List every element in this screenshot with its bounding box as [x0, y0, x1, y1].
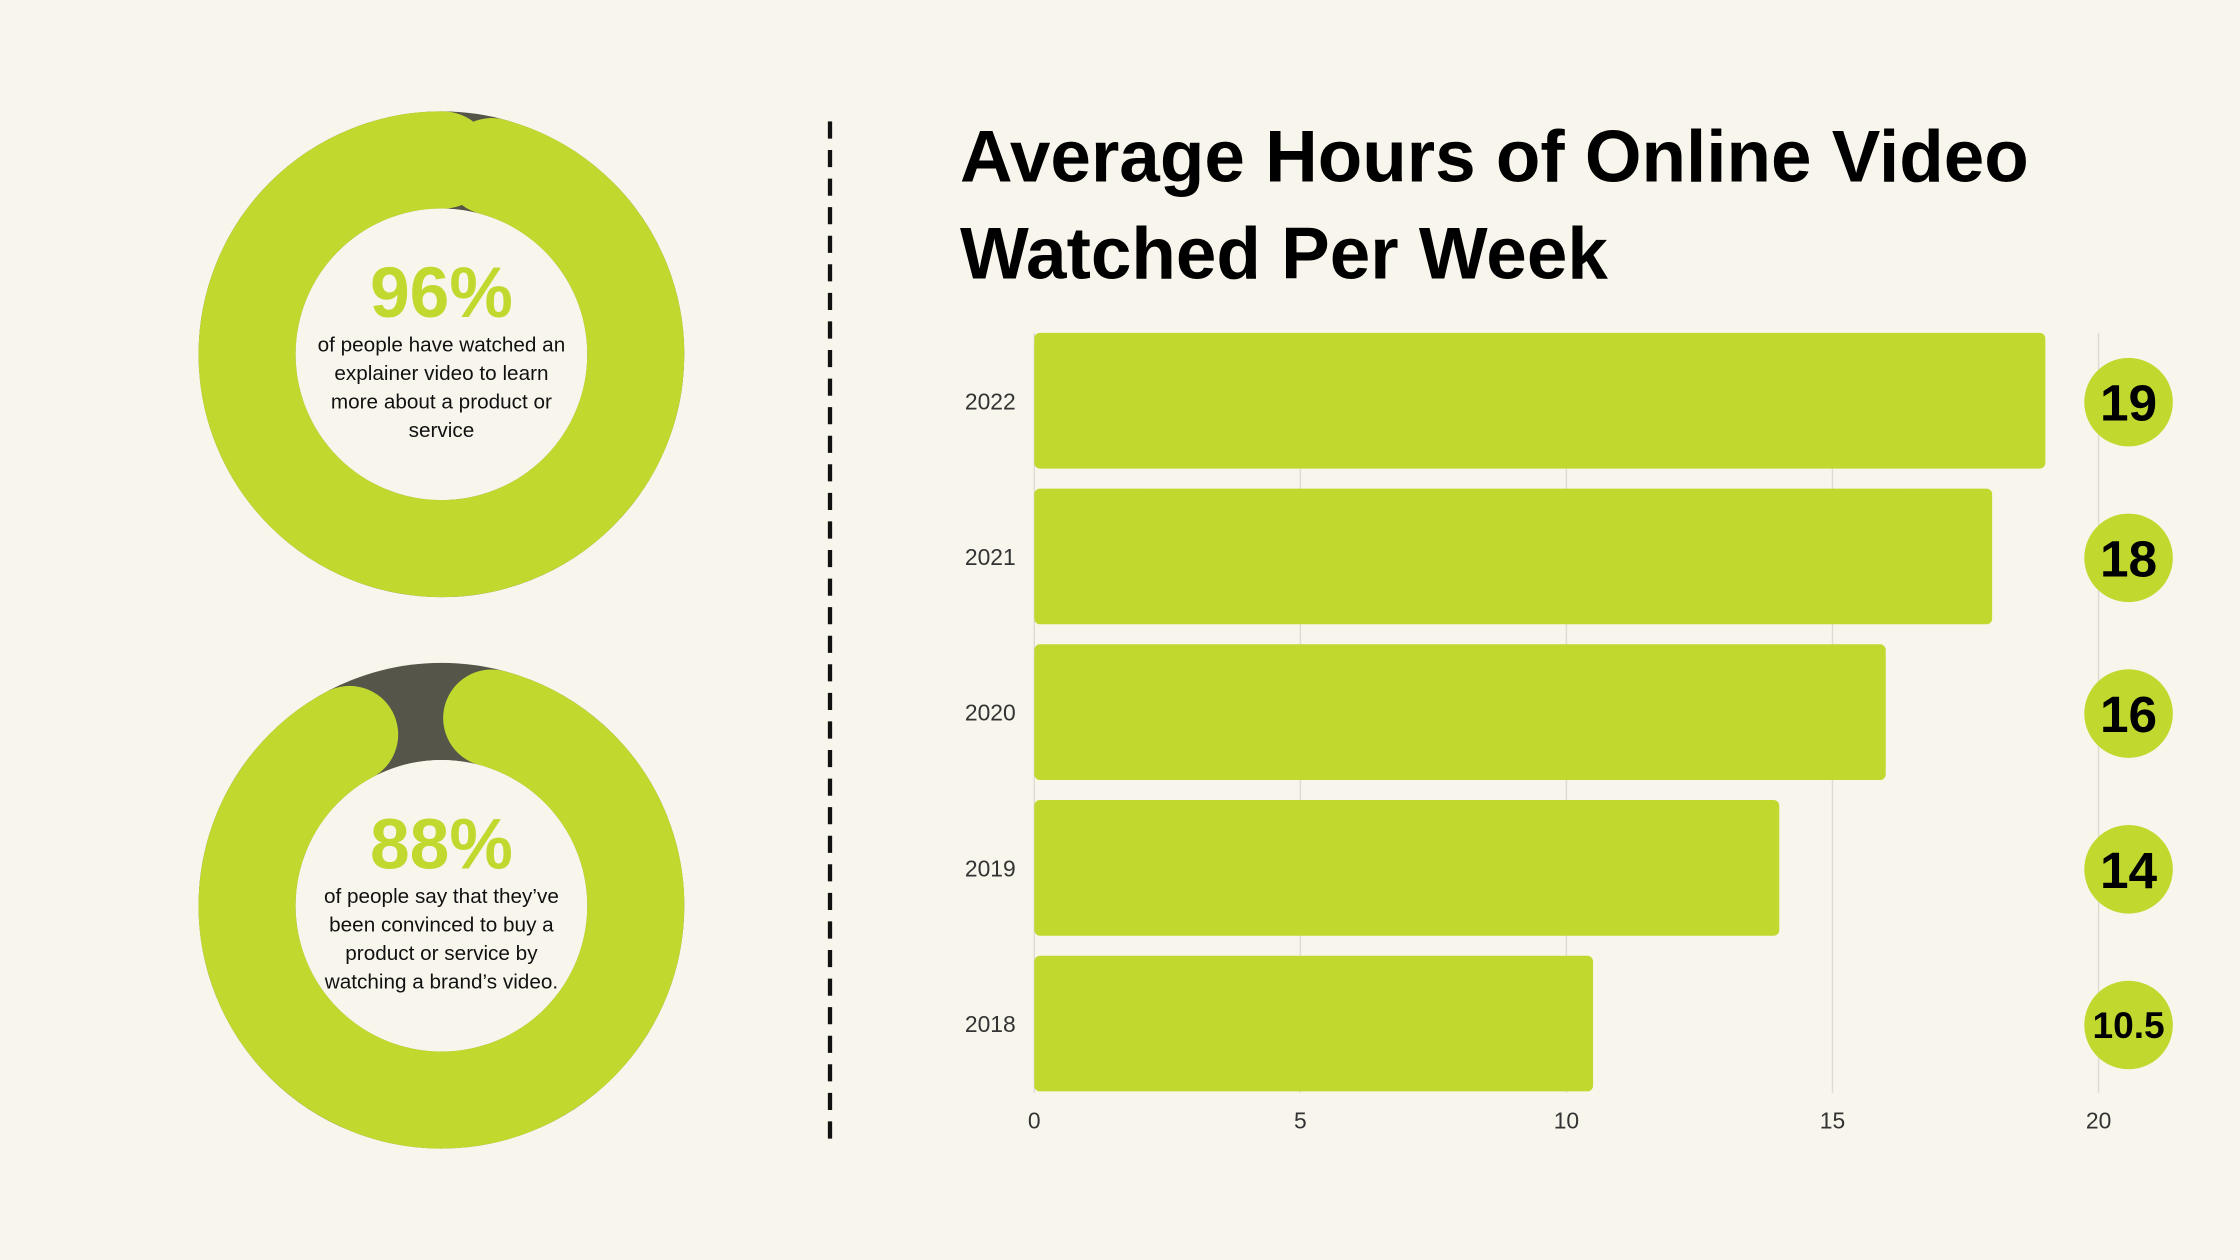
value-badge: [2084, 669, 2173, 758]
donut-hole: [295, 208, 588, 501]
bar-value-label: 16: [2100, 685, 2157, 743]
donut-description: of people have watched an explainer vide…: [317, 334, 566, 443]
chart-title: Average Hours of Online Video Watched Pe…: [960, 115, 2029, 295]
bar: [1034, 644, 1886, 780]
value-badge: [2084, 980, 2173, 1070]
bar: [1034, 800, 1780, 936]
x-tick-label: 5: [1294, 1108, 1307, 1134]
x-tick-label: 10: [1554, 1108, 1579, 1134]
y-tick-label: 2018: [965, 1011, 1016, 1037]
bar-value-label: 18: [2100, 529, 2157, 587]
donut-arc: [198, 669, 685, 1149]
donut-arc: [198, 111, 685, 598]
y-tick-label: 2022: [965, 388, 1016, 414]
y-tick-label: 2021: [965, 544, 1016, 570]
value-badge: [2084, 513, 2173, 603]
donut-description-box: of people have watched an explainer vide…: [317, 334, 566, 443]
x-tick-label: 0: [1028, 1108, 1041, 1134]
bar-value-label: 14: [2100, 841, 2158, 899]
donut-description-box: of people say that they’ve been convince…: [323, 885, 559, 995]
chart-title-box: Average Hours of Online Video Watched Pe…: [960, 115, 2029, 295]
bar: [1034, 488, 1993, 625]
value-badge: [2084, 825, 2173, 914]
y-tick-label: 2020: [965, 700, 1016, 726]
donut-description: of people say that they’ve been convince…: [323, 885, 559, 995]
bar-value-label: 10.5: [2092, 1004, 2164, 1046]
x-tick-label: 20: [2086, 1108, 2111, 1134]
bar: [1034, 332, 2046, 469]
donut-hole: [295, 760, 588, 1052]
value-badge: [2084, 357, 2173, 447]
bar-value-label: 19: [2100, 374, 2157, 432]
bar: [1034, 955, 1594, 1092]
x-tick-label: 15: [1820, 1108, 1845, 1134]
donut-value-label: 96%: [370, 253, 513, 333]
y-tick-label: 2019: [965, 855, 1016, 881]
donut-value-label: 88%: [370, 805, 513, 885]
